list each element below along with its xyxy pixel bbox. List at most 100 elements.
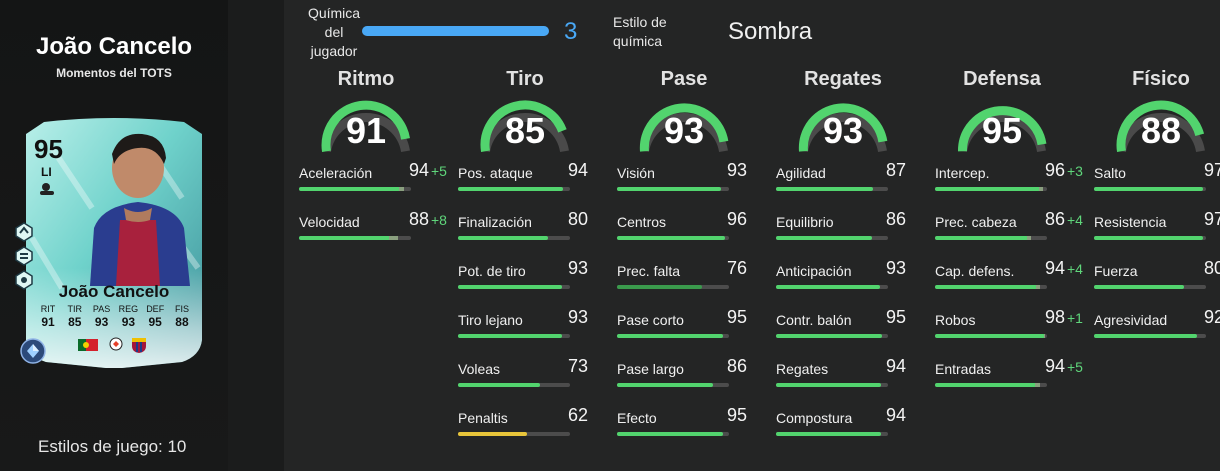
stat-name: Cap. defens.	[935, 263, 1015, 279]
category-value: 85	[504, 110, 546, 151]
stat-value: 86	[726, 356, 747, 376]
player-photo	[90, 133, 190, 286]
stat-bar	[458, 285, 570, 289]
stat-value: 95	[726, 307, 747, 327]
playstyle-icon	[15, 270, 33, 290]
chemistry-label-line3: jugador	[310, 43, 358, 59]
category-3: Regates 93 Agilidad 87 Equilibrio 86 Anticipac…	[776, 68, 926, 452]
stat-value: 62	[567, 405, 588, 425]
stat-value: 95	[885, 307, 906, 327]
stat-name: Pase corto	[617, 312, 684, 328]
stat-bar-boost	[398, 187, 405, 191]
stat-bar-fill	[617, 285, 703, 289]
stat-bar-fill	[458, 187, 564, 191]
card-stat: DEF 95	[142, 304, 168, 329]
stat-value: 93	[567, 307, 588, 327]
stat-name: Agilidad	[776, 165, 826, 181]
category-title: Ritmo	[337, 68, 395, 90]
category-4: Defensa 95 Intercep. 96 +3 Prec. cabeza 86 +4 Ca…	[935, 68, 1085, 403]
chem-style-value[interactable]: Sombra	[728, 18, 813, 45]
stat-bar-boost	[1043, 334, 1045, 338]
stat-bar	[299, 187, 411, 191]
stat-bar-fill	[458, 383, 540, 387]
chemistry-label: Química del jugador	[298, 4, 370, 61]
card-stat-label: TIR	[67, 304, 83, 314]
stat-name: Voleas	[458, 361, 501, 377]
stat-name: Fuerza	[1094, 263, 1138, 279]
stat-row: Velocidad 88 +8	[299, 207, 449, 256]
card-stat: RIT 91	[35, 304, 61, 329]
stat-bar-fill	[299, 187, 405, 191]
stat-row: Regates 94	[776, 354, 926, 403]
stat-row: Salto 97	[1094, 158, 1220, 207]
stat-value: 94	[885, 405, 906, 425]
stat-bar	[776, 187, 888, 191]
stat-bar-fill	[776, 383, 882, 387]
stat-value: 86	[885, 209, 906, 229]
stat-bar	[617, 187, 729, 191]
stat-row: Equilibrio 86	[776, 207, 926, 256]
stat-boost: +5	[1067, 359, 1083, 375]
stat-bar	[617, 236, 729, 240]
category-gauge: 88	[1094, 98, 1220, 158]
category-gauge: 93	[776, 98, 910, 158]
stat-bar	[1094, 187, 1206, 191]
gauge-fill	[639, 103, 729, 152]
category-title: Regates	[804, 68, 882, 90]
stat-name: Agresividad	[1094, 312, 1168, 328]
stat-value: 94	[1044, 258, 1065, 278]
stat-bar-fill	[617, 383, 714, 387]
stat-name: Pase largo	[617, 361, 684, 377]
stat-value: 97	[1203, 160, 1220, 180]
chem-style-label-line1: Estilo de	[613, 14, 667, 30]
playstyle-icon	[15, 222, 33, 242]
chemistry-bar	[362, 26, 549, 36]
stat-value: 87	[885, 160, 906, 180]
stat-bar	[1094, 334, 1206, 338]
category-gauge: 95	[935, 98, 1069, 158]
stat-bar	[776, 383, 888, 387]
category-5: Físico 88 Salto 97 Resistencia 97 Fuerza 80 Agre…	[1094, 68, 1220, 354]
stat-value: 80	[1203, 258, 1220, 278]
stat-bar-fill	[617, 334, 724, 338]
stat-bar-boost	[1034, 383, 1041, 387]
stat-value: 93	[567, 258, 588, 278]
card-stat-label: FIS	[174, 304, 189, 314]
stat-bar-fill	[776, 285, 881, 289]
category-value: 93	[663, 110, 705, 151]
card-stat: TIR 85	[62, 304, 88, 329]
stat-name: Contr. balón	[776, 312, 852, 328]
card-stat: PAS 93	[89, 304, 115, 329]
stat-name: Tiro lejano	[458, 312, 523, 328]
stat-row: Centros 96	[617, 207, 767, 256]
card-stat-value: 95	[148, 315, 162, 329]
card-stat-value: 93	[121, 315, 136, 329]
stat-value: 98	[1044, 307, 1065, 327]
category-value: 95	[981, 110, 1023, 151]
stat-bar	[458, 187, 570, 191]
stat-row: Fuerza 80	[1094, 256, 1220, 305]
chem-style-label: Estilo de química	[613, 13, 667, 51]
card-stat: FIS 88	[169, 304, 195, 329]
stat-bar	[776, 334, 888, 338]
stat-bar-fill	[1094, 187, 1203, 191]
stat-bar-fill	[299, 236, 398, 240]
stat-boost: +8	[431, 212, 447, 228]
card-stat-value: 93	[94, 315, 109, 329]
stat-row: Intercep. 96 +3	[935, 158, 1085, 207]
portugal-flag-icon	[78, 339, 98, 351]
player-card[interactable]: 95 LI João Cancelo RIT 91 TIR 85 PAS 9	[15, 118, 206, 368]
card-stat-label: RIT	[40, 304, 56, 314]
stat-value: 93	[885, 258, 906, 278]
stat-name: Equilibrio	[776, 214, 834, 230]
stat-bar-fill	[617, 432, 724, 436]
gauge-fill	[798, 103, 888, 152]
category-value: 91	[345, 110, 387, 151]
stat-bar	[776, 285, 888, 289]
stat-bar	[1094, 285, 1206, 289]
league-icon	[109, 337, 123, 351]
stat-name: Robos	[935, 312, 976, 328]
category-title: Defensa	[963, 68, 1041, 90]
stat-bar-fill	[458, 285, 563, 289]
stat-value: 94	[885, 356, 906, 376]
